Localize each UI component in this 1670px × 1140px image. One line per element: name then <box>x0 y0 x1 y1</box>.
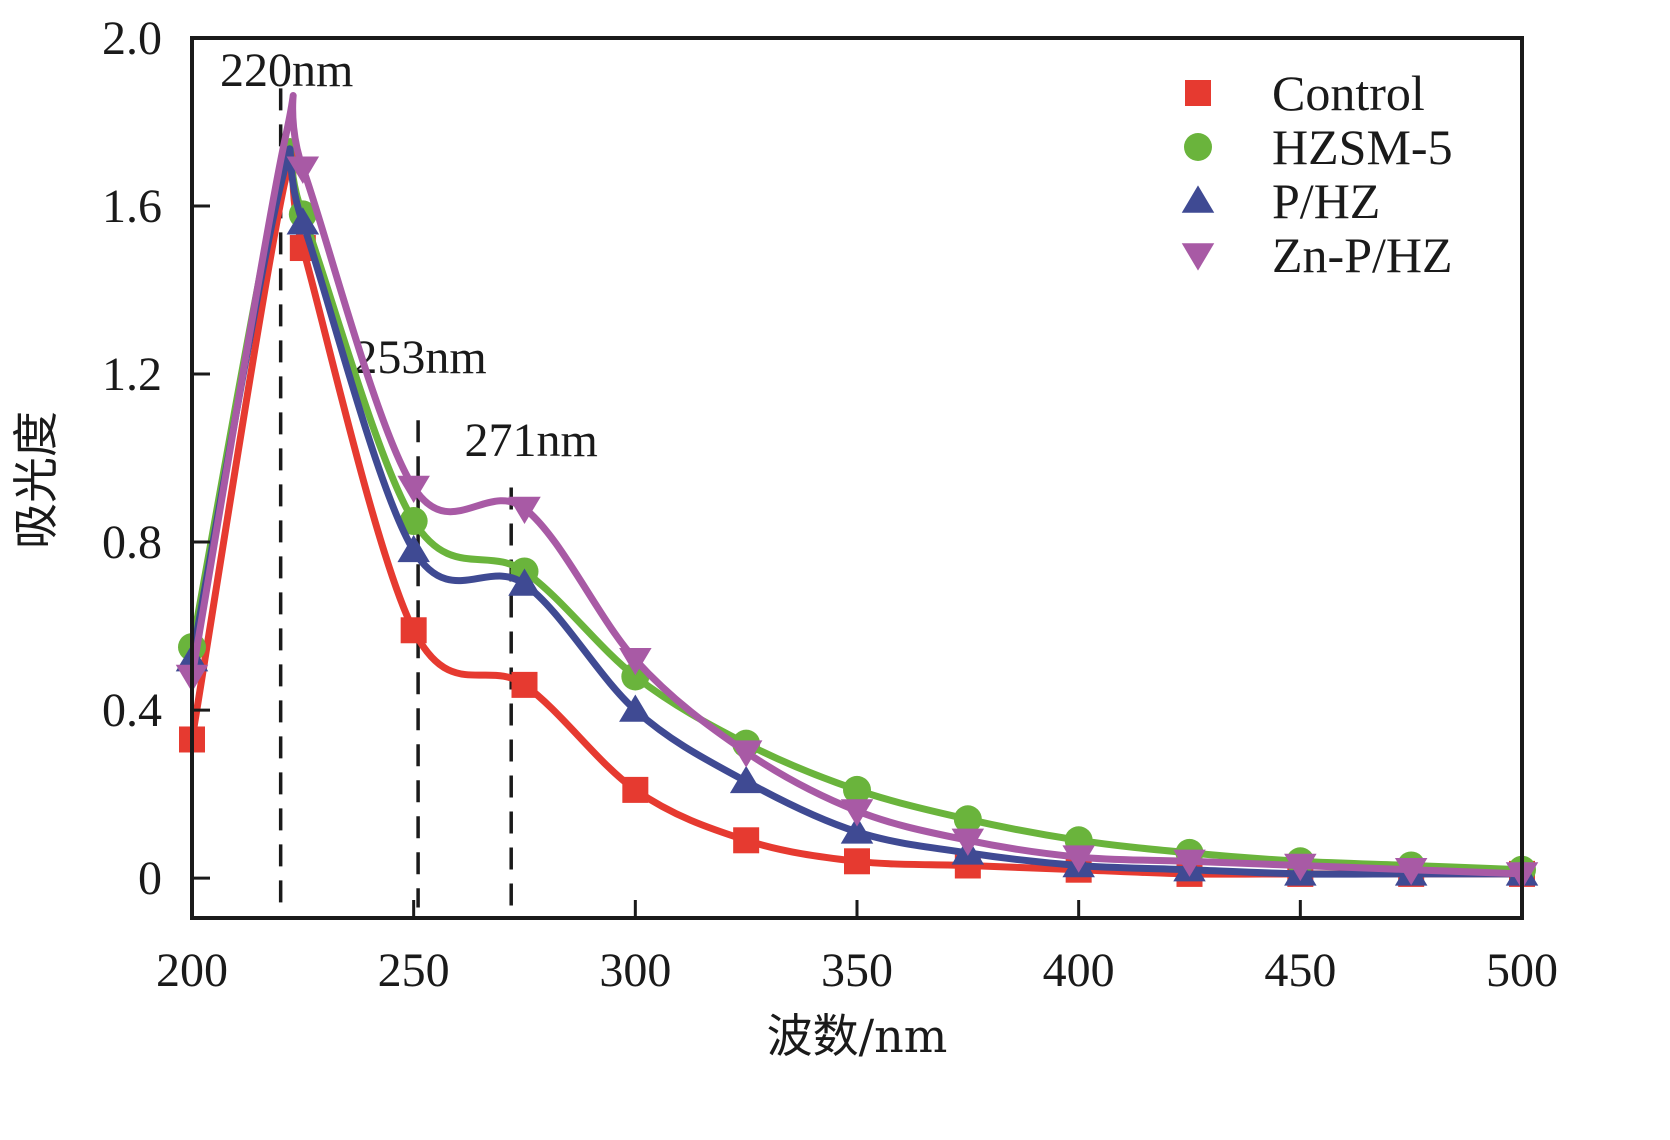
data-point-triangle-up <box>840 816 874 844</box>
data-point-triangle-up <box>397 534 430 563</box>
data-point-triangle-down <box>1062 845 1095 873</box>
x-tick-label: 300 <box>599 944 671 997</box>
data-point-triangle-down <box>286 156 320 184</box>
ticks-layer: 200 250 300 350 400 450 500 0 0.4 0.8 1.2 1.6 2.0 <box>102 12 1558 997</box>
y-tick-label: 2.0 <box>102 12 162 65</box>
x-tick-label: 250 <box>378 944 450 997</box>
x-tick-label: 500 <box>1486 944 1558 997</box>
data-point-square <box>400 617 427 644</box>
legend-label: Zn-P/HZ <box>1272 227 1453 283</box>
y-tick-label: 0 <box>138 852 162 905</box>
data-point-triangle-up <box>729 765 763 794</box>
legend-marker-circle <box>1184 133 1212 161</box>
x-tick-label: 350 <box>821 944 893 997</box>
data-point-triangle-up <box>508 568 541 596</box>
y-axis-title: 吸光度 <box>9 411 63 549</box>
data-point-square <box>844 848 870 875</box>
legend-item: P/HZ <box>1181 173 1380 229</box>
x-axis-title: 波数/nm <box>767 1009 948 1063</box>
data-point-circle <box>953 805 982 834</box>
data-point-triangle-down <box>619 647 652 676</box>
y-tick-label: 1.2 <box>102 348 162 401</box>
data-point-triangle-down <box>951 828 985 856</box>
x-tick-label: 200 <box>156 944 228 997</box>
data-point-triangle-down <box>840 799 874 827</box>
data-point-triangle-down <box>508 496 541 525</box>
legend-marker-triangle-down <box>1181 243 1215 271</box>
data-point-square <box>622 776 649 803</box>
legend-item: Control <box>1185 65 1425 121</box>
annotation-label: 271nm <box>465 414 598 467</box>
x-tick-label: 400 <box>1043 944 1115 997</box>
legend-label: HZSM-5 <box>1272 119 1453 175</box>
series-zn-p-hz <box>175 92 1539 890</box>
data-point-triangle-up <box>619 694 652 722</box>
series-line <box>188 92 1526 878</box>
legend-item: HZSM-5 <box>1184 119 1453 175</box>
y-tick-label: 0.4 <box>102 684 162 737</box>
y-tick-label: 0.8 <box>102 516 162 569</box>
annotation-label: 253nm <box>353 331 486 384</box>
legend-marker-triangle-up <box>1181 185 1215 213</box>
legend-marker-square <box>1185 80 1211 106</box>
data-point-triangle-down <box>397 475 430 504</box>
annotation-label: 220nm <box>220 44 353 97</box>
annotation-layer: 220nm 253nm 271nm <box>220 44 598 908</box>
data-point-triangle-down <box>729 740 763 768</box>
data-point-square <box>511 671 538 698</box>
data-point-triangle-down <box>1394 857 1428 886</box>
data-point-triangle-down <box>1284 853 1317 882</box>
data-point-circle <box>399 507 428 536</box>
x-tick-label: 450 <box>1264 944 1336 997</box>
legend-item: Zn-P/HZ <box>1181 227 1453 283</box>
data-point-triangle-up <box>286 207 320 235</box>
legend-label: P/HZ <box>1272 173 1380 229</box>
data-point-triangle-down <box>1173 849 1206 877</box>
data-point-square <box>733 827 760 854</box>
legend-label: Control <box>1272 65 1425 121</box>
y-tick-label: 1.6 <box>102 180 162 233</box>
data-point-circle <box>843 775 871 804</box>
